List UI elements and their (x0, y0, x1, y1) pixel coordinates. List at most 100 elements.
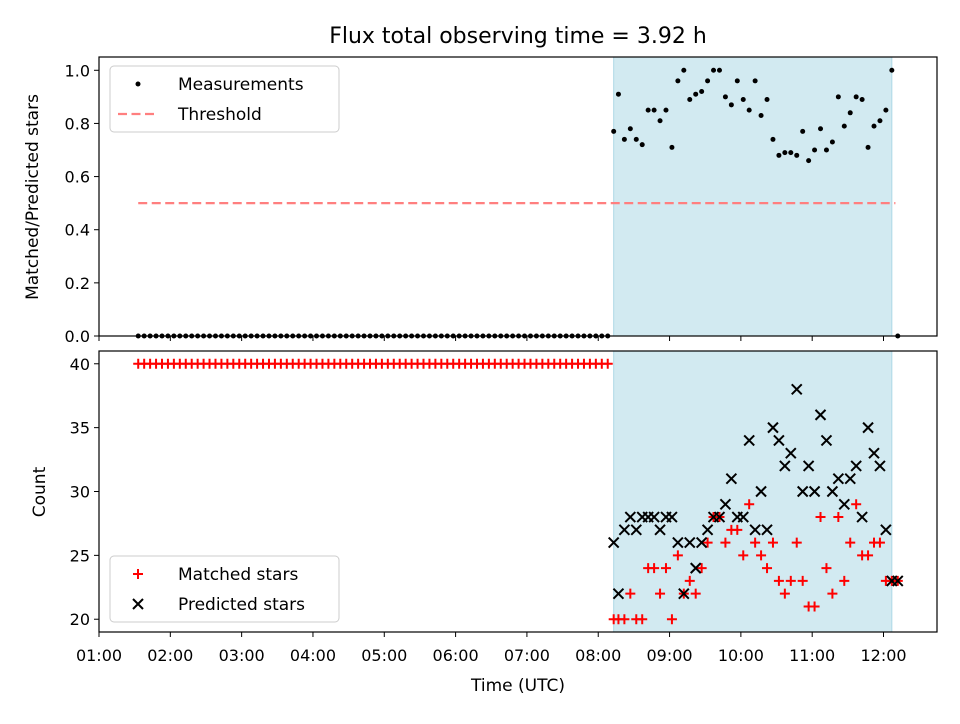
measurement-point (865, 144, 871, 150)
predicted-star-point (630, 524, 642, 536)
y-tick-label: 0.0 (65, 327, 90, 346)
y-tick-label: 0.2 (65, 274, 90, 293)
observing-window-band (613, 56, 893, 337)
measurement-point (812, 147, 818, 153)
measurement-point (853, 94, 859, 100)
matched-star-point (773, 575, 784, 586)
measurement-point (651, 107, 657, 113)
measurement-point (829, 139, 835, 145)
matched-star-point (821, 563, 832, 574)
legend-box (109, 65, 340, 133)
x-tick-label: 02:00 (147, 646, 193, 665)
predicted-star-point (874, 460, 886, 472)
predicted-star-point (844, 473, 856, 485)
matched-star-point (637, 614, 648, 625)
x-tick-label: 12:00 (860, 646, 906, 665)
y-tick-label: 0.6 (65, 168, 90, 187)
predicted-star-point (749, 524, 761, 536)
measurement-point (611, 128, 617, 134)
predicted-star-point (695, 536, 708, 549)
matched-star-point (797, 575, 808, 586)
predicted-star-point (862, 421, 874, 434)
predicted-star-point (689, 562, 702, 574)
measurement-point (705, 78, 711, 84)
predicted-star-point (850, 460, 862, 472)
matched-star-point (672, 550, 683, 561)
y-tick-label: 0.4 (65, 221, 90, 240)
matched-star-point (756, 550, 767, 561)
measurement-point (657, 118, 663, 124)
predicted-star-point (767, 421, 779, 434)
y-tick-label: 20 (70, 610, 90, 629)
x-tick-label: 11:00 (789, 646, 835, 665)
predicted-star-point (826, 485, 839, 498)
x-tick-label: 09:00 (646, 646, 692, 665)
bottom-panel: 20 25 30 35 40 01:00 02:00 03:00 04:00 05:00 06:00… (70, 350, 938, 665)
measurement-point (806, 158, 812, 164)
measurement-point (835, 94, 841, 100)
top-panel: 0.0 0.2 0.4 0.6 0.8 1.0 Measurements Threshold (65, 56, 938, 346)
matched-star-point (684, 575, 695, 586)
predicted-star-point (838, 498, 850, 510)
measurement-point (711, 67, 717, 73)
legend-matched-swatch (133, 569, 143, 579)
measurement-point (699, 89, 705, 95)
measurement-point (818, 126, 824, 132)
measurement-point (740, 97, 746, 103)
predicted-star-point (868, 447, 880, 459)
legend: Measurements Threshold (109, 65, 340, 133)
matched-star-point (690, 588, 701, 599)
measurement-point (800, 128, 806, 134)
measurement-point (728, 102, 734, 108)
matched-star-point (833, 512, 844, 523)
bottom-y-axis-label: Count (30, 466, 50, 517)
predicted-star-point (612, 587, 625, 600)
matched-star-point (696, 563, 707, 574)
matched-star-point (720, 537, 731, 548)
matched-star-point (666, 614, 677, 625)
predicted-star-point (808, 485, 821, 498)
x-tick-label: 01:00 (76, 646, 122, 665)
x-tick-label: 04:00 (290, 646, 336, 665)
x-tick-label: 10:00 (718, 646, 764, 665)
matched-star-point (762, 563, 773, 574)
predicted-star-point (624, 511, 637, 523)
matched-star-point (750, 537, 761, 548)
legend-label: Matched stars (178, 565, 298, 585)
predicted-star-point (672, 536, 684, 549)
x-tick-label: 03:00 (219, 646, 265, 665)
measurement-point (877, 118, 883, 124)
matched-star-point (702, 537, 713, 548)
x-tick-label: 08:00 (575, 646, 621, 665)
matched-star-point (649, 563, 660, 574)
measurement-point (675, 78, 681, 84)
measurement-point (734, 78, 740, 84)
measurement-point (841, 123, 847, 129)
measurement-point (871, 123, 877, 129)
matched-star-point (827, 588, 838, 599)
matched-star-point (655, 588, 666, 599)
y-tick-label: 40 (70, 355, 90, 374)
matched-star-point (767, 537, 778, 548)
matched-star-point (732, 524, 743, 535)
predicted-star-point (796, 485, 809, 498)
predicted-star-point (607, 536, 620, 549)
matched-star-point (785, 575, 796, 586)
measurement-point (716, 67, 722, 73)
axes-frame (98, 56, 938, 337)
measurement-point (788, 150, 794, 156)
predicted-star-point (719, 498, 732, 510)
axes-frame (98, 350, 938, 633)
matched-star-point (660, 563, 671, 574)
predicted-star-point (618, 524, 631, 536)
predicted-star-point (773, 434, 785, 447)
matched-star-point (839, 575, 850, 586)
y-tick-label: 1.0 (65, 61, 90, 80)
matched-star-point (809, 601, 820, 612)
predicted-star-point (755, 485, 767, 498)
measurement-point (681, 67, 687, 73)
matched-star-point (738, 550, 749, 561)
x-tick-label: 05:00 (361, 646, 407, 665)
predicted-star-point (785, 447, 797, 459)
